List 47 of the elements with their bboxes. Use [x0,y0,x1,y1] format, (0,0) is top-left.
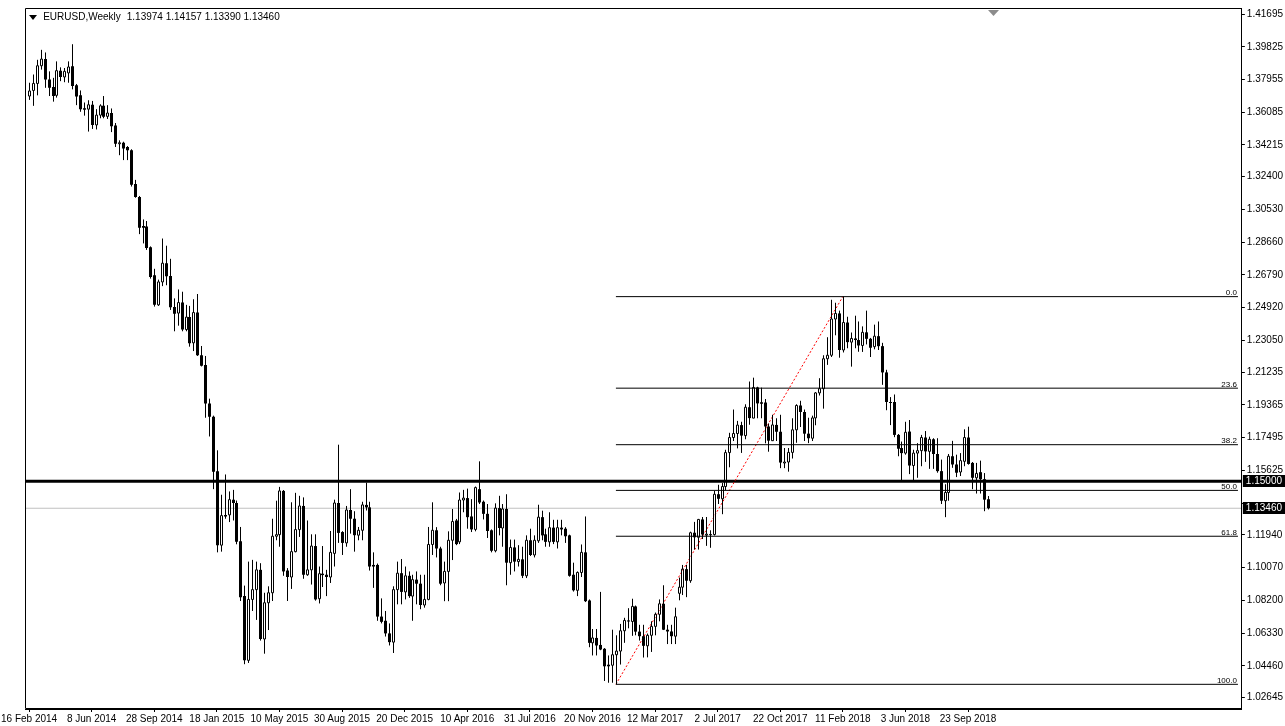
x-tick-label: 30 Aug 2015 [313,712,371,724]
x-tick-label: 10 Apr 2016 [440,712,495,724]
y-tick-label: 1.41695 [1246,7,1284,19]
chart-title: EURUSD,Weekly [43,11,121,23]
x-tick-label: 11 Feb 2018 [815,712,871,724]
y-tick-label: 1.19365 [1246,398,1284,410]
y-tick-label: 1.36085 [1246,105,1284,117]
series-label: 61.8 [1221,527,1238,537]
series-label: 0.0 [1225,288,1238,298]
x-tick-label: 8 Jun 2014 [66,712,117,724]
y-tick-label: 1.24920 [1246,301,1284,313]
y-tick-label: 1.15625 [1246,464,1284,476]
y-tick-label: 1.04460 [1246,659,1284,671]
x-tick-label: 18 Jan 2015 [189,712,245,724]
series-label: 50.0 [1221,481,1238,491]
y-tick-label: 1.28660 [1246,235,1284,247]
ref-line-label: 1.13460 [1245,501,1283,513]
x-tick-label: 22 Oct 2017 [752,712,808,724]
y-tick-label: 1.32400 [1246,170,1284,182]
y-tick-label: 1.34215 [1246,138,1284,150]
x-tick-label: 28 Sep 2014 [125,712,184,724]
x-tick-label: 20 Dec 2015 [376,712,434,724]
y-tick-label: 1.06330 [1246,626,1284,638]
chart-subtitle: 1.13974 1.14157 1.13390 1.13460 [126,11,280,23]
x-tick-label: 20 Nov 2016 [564,712,622,724]
x-tick-label: 31 Jul 2016 [503,712,557,724]
y-tick-label: 1.21235 [1246,365,1284,377]
y-tick-label: 1.39825 [1246,40,1284,52]
series-label: 100.0 [1216,675,1238,685]
x-tick-label: 2 Jul 2017 [694,712,742,724]
y-tick-label: 1.11940 [1246,528,1283,540]
legend-label: 38.2 [1221,436,1238,446]
x-tick-label: 23 Sep 2018 [939,712,997,724]
legend-label: 23.6 [1221,379,1238,389]
y-tick-label: 1.30530 [1246,203,1284,215]
y-tick-label: 1.37955 [1246,73,1284,85]
x-tick-label: 16 Feb 2014 [1,712,58,724]
y-tick-label: 1.17495 [1246,431,1284,443]
y-tick-label: 1.02645 [1246,691,1284,703]
x-tick-label: 10 May 2015 [250,712,309,724]
x-tick-label: 12 Mar 2017 [626,712,684,724]
y-tick-label: 1.26790 [1246,268,1284,280]
y-tick-label: 1.23050 [1246,334,1284,346]
x-tick-label: 3 Jun 2018 [880,712,931,724]
y-tick-label: 1.10070 [1246,561,1284,573]
y-tick-label: 1.08200 [1246,594,1284,606]
ref-line-label: 1.15000 [1245,474,1283,486]
